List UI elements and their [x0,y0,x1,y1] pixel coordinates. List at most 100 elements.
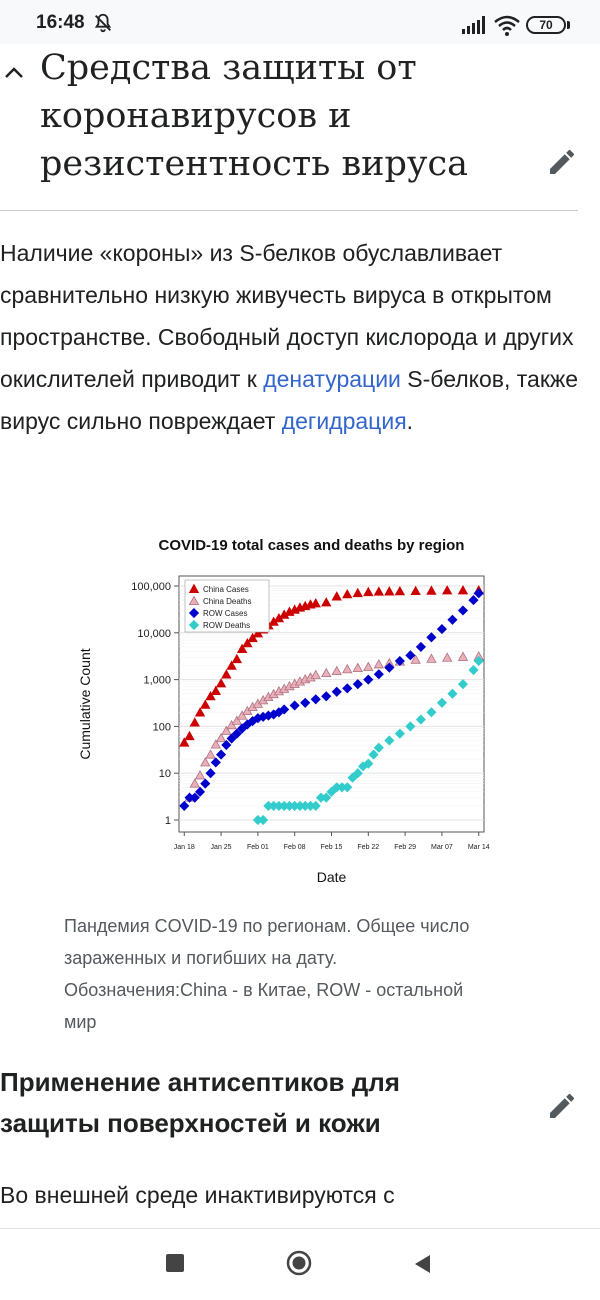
data-point [289,700,300,711]
paragraph-text: S-белков, также вирус сильно повреждает [0,366,579,434]
data-point [331,665,342,676]
navigation-bar [0,1228,600,1300]
link-dehydration[interactable]: дегидрация [281,408,407,434]
status-bar: 16:48 70 [0,0,600,44]
data-point [363,586,374,597]
status-time: 16:48 [36,12,85,33]
data-point [205,768,216,779]
data-point [321,691,332,702]
data-point [189,778,200,788]
data-point [188,619,200,631]
data-point [188,607,200,619]
data-point [394,585,406,596]
data-point [321,667,332,678]
data-point [215,678,227,688]
data-point [310,598,321,608]
data-point [326,786,337,797]
back-button[interactable] [412,1253,432,1275]
data-point [321,792,332,803]
data-point [215,732,227,743]
data-point [352,679,363,690]
data-point [331,686,342,697]
x-tick-label: Feb 22 [357,844,379,851]
data-point [258,814,269,826]
data-point [415,714,426,725]
data-point [384,735,395,746]
article-paragraph: Наличие «короны» из S-белков обуславлива… [0,232,590,442]
data-point [231,653,243,664]
data-point [310,800,321,811]
x-tick-label: Jan 25 [211,844,232,851]
data-point [457,605,469,616]
chevron-up-icon[interactable] [2,60,26,84]
figure-caption: Пандемия COVID-19 по регионам. Общее чис… [64,916,470,1032]
data-point [300,697,311,708]
data-point [468,664,479,676]
data-point [205,749,216,759]
paragraph-text: Наличие «короны» из S-белков обуславлива… [0,240,574,392]
wifi-icon [494,15,520,36]
link-denaturation[interactable]: денатурации [263,366,401,392]
data-point [236,710,248,720]
data-point [221,669,232,679]
pencil-icon[interactable] [546,1090,578,1122]
data-point [457,651,469,661]
data-point [231,715,243,725]
data-point [426,707,437,718]
data-point [236,643,248,653]
data-point [342,782,353,793]
data-point [436,697,447,708]
pencil-icon[interactable] [546,146,578,178]
y-tick-label: 100 [153,721,171,733]
y-tick-label: 1,000 [143,675,171,687]
data-point [363,661,374,671]
battery-tip [567,21,570,29]
covid-chart[interactable]: 1 10 100 1,000 10,000 100,000 Jan 18 Jan 25 Feb … [64,520,504,900]
data-point [442,652,453,662]
data-point [410,654,421,664]
data-point [405,650,416,661]
legend-label: ROW Cases [203,609,247,618]
data-point [210,685,221,695]
data-point [352,768,363,779]
data-point [405,721,416,732]
data-point [194,786,206,797]
data-point [310,669,321,679]
data-point [363,674,374,685]
data-point [473,655,484,667]
data-point [279,704,290,715]
x-tick-label: Mar 14 [468,844,490,851]
data-point [457,679,469,690]
y-tick-label: 10 [159,768,171,780]
data-point [342,683,353,694]
home-button[interactable] [286,1250,312,1276]
data-point [468,595,479,606]
data-point [210,739,221,749]
data-point [352,662,363,672]
paragraph-text: . [406,408,414,434]
data-point [205,690,216,701]
data-point [447,688,458,699]
recents-button[interactable] [166,1254,184,1272]
data-point [363,758,374,769]
legend-label: ROW Deaths [203,621,250,630]
y-tick-label: 1 [165,815,171,827]
chart-title: COVID-19 total cases and deaths by regio… [159,537,465,554]
x-tick-label: Jan 18 [174,844,195,851]
data-point [373,742,384,753]
data-point [226,660,237,670]
data-point [242,637,253,648]
x-tick-label: Feb 08 [284,844,306,851]
data-point [200,778,211,789]
data-point [394,655,405,667]
x-tick-label: Feb 15 [321,844,343,851]
data-point [179,800,190,811]
legend-label: China Deaths [203,597,251,606]
data-point [342,663,353,674]
battery-indicator: 70 [526,16,566,34]
data-point [188,595,200,605]
data-point [179,737,190,747]
section-header[interactable]: Средства защиты от коронавирусов и резис… [0,44,578,211]
data-point [447,614,458,625]
data-point [210,757,221,768]
